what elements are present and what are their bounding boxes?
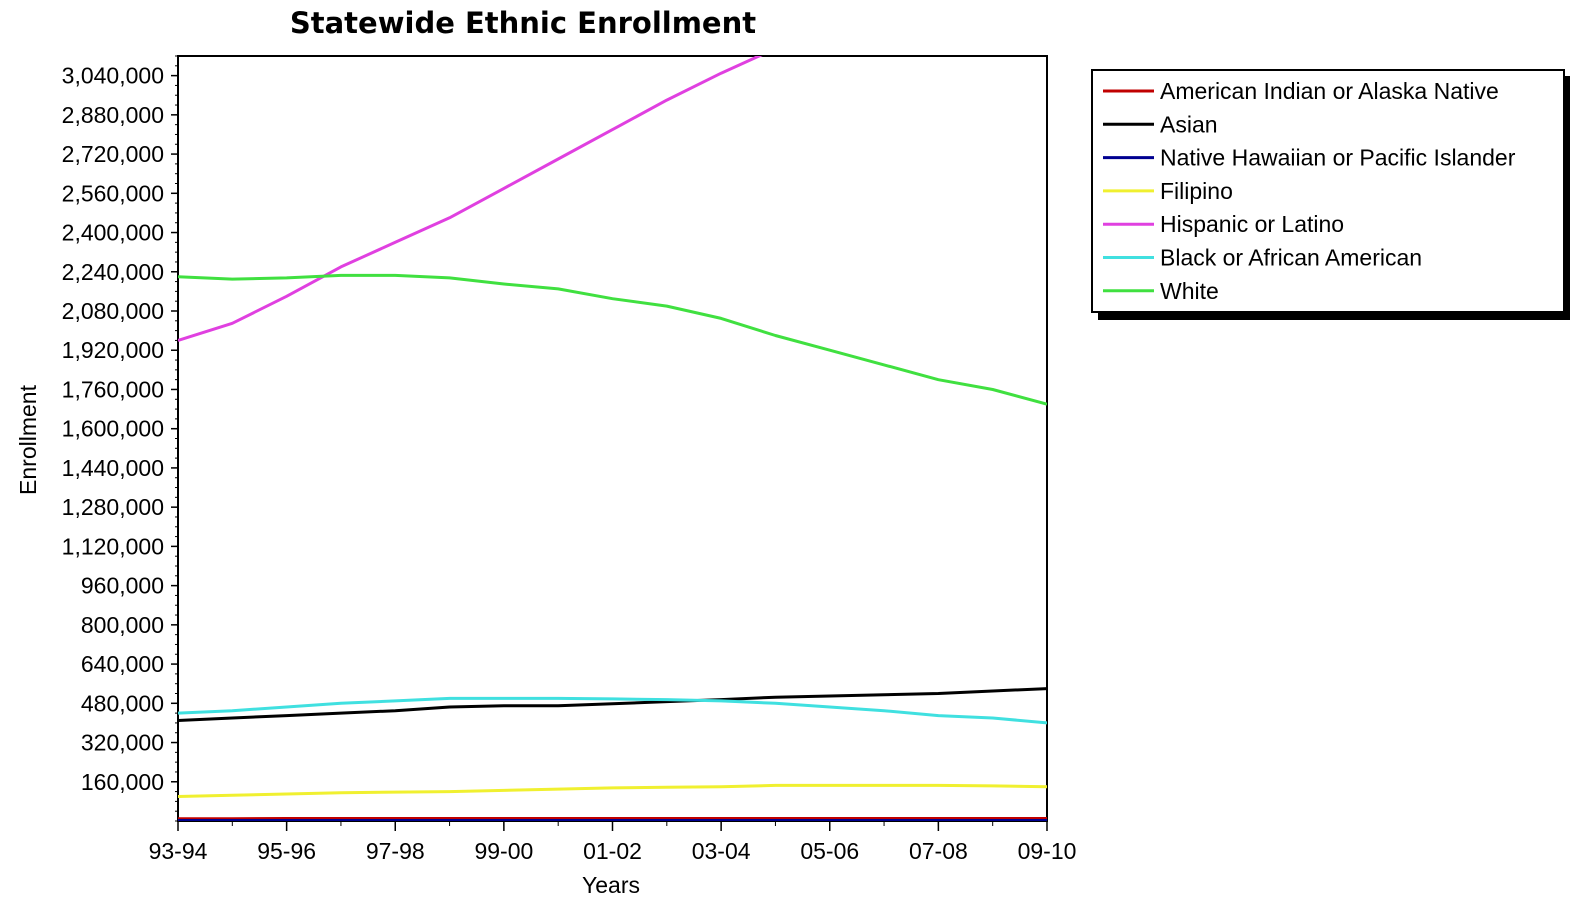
y-tick-label: 1,600,000: [62, 416, 164, 442]
y-tick-label: 480,000: [81, 690, 164, 716]
y-tick-label: 2,240,000: [62, 259, 164, 285]
y-tick-label: 1,920,000: [62, 337, 164, 363]
y-tick-label: 2,720,000: [62, 141, 164, 167]
y-tick-label: 2,080,000: [62, 298, 164, 324]
x-tick-label: 97-98: [366, 838, 425, 864]
legend-label: White: [1160, 278, 1219, 304]
series-line-asian: [178, 687, 1047, 722]
x-tick-label: 09-10: [1018, 838, 1077, 864]
x-tick-label: 01-02: [583, 838, 642, 864]
y-tick-label: 960,000: [81, 573, 164, 599]
y-tick-label: 320,000: [81, 730, 164, 756]
legend-label: Hispanic or Latino: [1160, 211, 1344, 237]
legend-label: American Indian or Alaska Native: [1160, 78, 1499, 104]
y-tick-label: 640,000: [81, 651, 164, 677]
y-tick-label: 1,440,000: [62, 455, 164, 481]
series-line-white: [178, 273, 1047, 406]
x-tick-label: 03-04: [692, 838, 751, 864]
x-tick-label: 99-00: [474, 838, 533, 864]
y-tick-label: 3,040,000: [62, 63, 164, 89]
x-tick-label: 95-96: [257, 838, 316, 864]
y-tick-label: 2,560,000: [62, 180, 164, 206]
x-tick-label: 05-06: [800, 838, 859, 864]
x-axis-label: Years: [582, 872, 640, 898]
y-tick-label: 1,120,000: [62, 533, 164, 559]
series-line-filipino: [178, 783, 1047, 798]
y-tick-label: 800,000: [81, 612, 164, 638]
chart-title: Statewide Ethnic Enrollment: [290, 6, 756, 40]
legend-label: Native Hawaiian or Pacific Islander: [1160, 145, 1516, 171]
legend: American Indian or Alaska Native Asian Nat…: [1091, 69, 1570, 320]
x-axis: 93-94 95-96 97-98 99-00 01-02 03-04 05-06 07-08…: [149, 821, 1077, 864]
legend-label: Filipino: [1160, 178, 1233, 204]
y-axis: 160,000 320,000 480,000 640,000 800,000 960,0…: [62, 55, 178, 822]
series-line-black-or-african-american: [178, 696, 1047, 725]
y-tick-label: 1,280,000: [62, 494, 164, 520]
x-tick-label: 07-08: [909, 838, 968, 864]
series-lines: [178, 56, 1047, 821]
legend-label: Black or African American: [1160, 245, 1422, 271]
y-tick-label: 2,880,000: [62, 102, 164, 128]
y-tick-label: 2,400,000: [62, 220, 164, 246]
y-tick-label: 1,760,000: [62, 376, 164, 402]
y-axis-label: Enrollment: [15, 384, 41, 495]
x-tick-label: 93-94: [149, 838, 208, 864]
legend-box: [1091, 69, 1565, 313]
y-tick-label: 160,000: [81, 769, 164, 795]
legend-label: Asian: [1160, 111, 1218, 137]
